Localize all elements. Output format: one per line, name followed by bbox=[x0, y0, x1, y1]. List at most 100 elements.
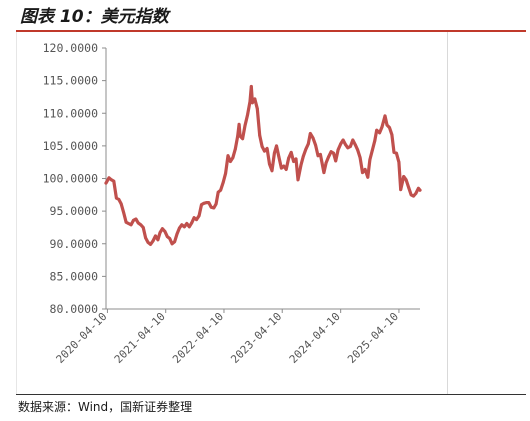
data-point bbox=[255, 107, 259, 111]
data-point bbox=[397, 160, 401, 164]
data-point bbox=[275, 144, 278, 148]
y-tick-label: 115.0000 bbox=[43, 74, 98, 88]
y-tick-label: 95.0000 bbox=[50, 204, 99, 218]
data-point bbox=[356, 148, 359, 152]
data-point bbox=[107, 176, 111, 180]
data-point bbox=[399, 188, 403, 192]
data-point bbox=[385, 123, 389, 127]
data-point bbox=[200, 203, 203, 207]
data-point bbox=[115, 196, 118, 200]
data-point bbox=[151, 239, 155, 243]
data-point bbox=[319, 153, 322, 156]
data-point bbox=[163, 230, 167, 233]
data-point bbox=[229, 160, 232, 163]
data-point bbox=[417, 186, 420, 190]
x-tick-label: 2023-04-10 bbox=[228, 310, 284, 366]
data-point bbox=[388, 126, 391, 129]
data-point bbox=[418, 188, 422, 192]
data-point bbox=[187, 225, 191, 229]
data-point bbox=[156, 238, 160, 242]
data-point bbox=[324, 161, 328, 165]
data-point bbox=[209, 205, 213, 209]
data-point bbox=[258, 134, 262, 137]
data-point bbox=[409, 193, 413, 197]
data-point bbox=[236, 134, 240, 138]
figure-title: 图表 10：美元指数 bbox=[20, 7, 169, 27]
data-point bbox=[161, 227, 164, 231]
data-point bbox=[373, 139, 377, 143]
y-tick-label: 105.0000 bbox=[43, 139, 98, 153]
data-point bbox=[139, 223, 143, 227]
data-point bbox=[301, 154, 305, 158]
data-point bbox=[216, 190, 220, 194]
y-tick-label: 90.0000 bbox=[50, 237, 99, 251]
data-point bbox=[277, 155, 281, 159]
data-point bbox=[332, 151, 335, 155]
data-point bbox=[404, 178, 408, 182]
data-point bbox=[280, 166, 283, 170]
data-point bbox=[154, 234, 157, 238]
data-point bbox=[361, 171, 364, 175]
data-point bbox=[296, 178, 300, 182]
data-point bbox=[251, 101, 254, 105]
data-point bbox=[183, 225, 186, 229]
data-point bbox=[127, 222, 130, 225]
data-point bbox=[339, 142, 343, 146]
data-point bbox=[117, 198, 121, 201]
data-point bbox=[149, 243, 152, 246]
data-point bbox=[282, 164, 286, 168]
data-point bbox=[224, 171, 228, 175]
data-point bbox=[185, 222, 189, 225]
data-point bbox=[366, 175, 370, 179]
data-point bbox=[238, 134, 242, 138]
data-point bbox=[306, 142, 310, 146]
data-point bbox=[190, 221, 194, 225]
data-point bbox=[207, 201, 211, 205]
y-tick-label: 100.0000 bbox=[43, 172, 98, 186]
data-point bbox=[144, 236, 148, 240]
data-point bbox=[395, 151, 398, 155]
data-point bbox=[249, 85, 253, 88]
data-point bbox=[192, 216, 196, 220]
data-point bbox=[349, 145, 352, 148]
source-note: 数据来源：Wind，国新证券整理 bbox=[18, 400, 193, 414]
series-line-0 bbox=[104, 84, 422, 246]
data-point bbox=[287, 156, 290, 160]
data-point bbox=[334, 159, 338, 163]
data-point bbox=[237, 122, 241, 126]
series-layer bbox=[104, 84, 422, 246]
data-point bbox=[380, 125, 384, 129]
data-point bbox=[402, 175, 406, 178]
data-point bbox=[141, 226, 145, 229]
data-point bbox=[289, 151, 293, 154]
data-point bbox=[353, 143, 357, 147]
data-point bbox=[241, 137, 245, 141]
data-point bbox=[327, 155, 330, 159]
data-point bbox=[146, 241, 150, 244]
data-point bbox=[129, 223, 133, 227]
y-tick-label: 80.0000 bbox=[50, 302, 99, 316]
data-point bbox=[344, 143, 347, 147]
data-point bbox=[375, 128, 379, 132]
data-point bbox=[316, 154, 320, 158]
data-point bbox=[195, 218, 198, 222]
data-point bbox=[112, 179, 116, 183]
x-tick-label: 2022-04-10 bbox=[170, 310, 226, 366]
data-point bbox=[351, 138, 355, 142]
y-tick-label: 85.0000 bbox=[50, 269, 99, 283]
data-point bbox=[311, 136, 315, 140]
data-point bbox=[248, 100, 252, 103]
data-point bbox=[178, 226, 181, 230]
data-point bbox=[299, 164, 303, 167]
data-point bbox=[104, 181, 108, 185]
data-point bbox=[110, 178, 113, 182]
chart-frame bbox=[16, 32, 448, 394]
data-point bbox=[292, 160, 295, 163]
data-point bbox=[270, 169, 274, 173]
data-point bbox=[414, 192, 418, 195]
data-point bbox=[322, 171, 326, 175]
data-point bbox=[132, 218, 135, 222]
data-point bbox=[134, 217, 138, 221]
data-point bbox=[212, 206, 216, 210]
data-point bbox=[294, 157, 298, 161]
